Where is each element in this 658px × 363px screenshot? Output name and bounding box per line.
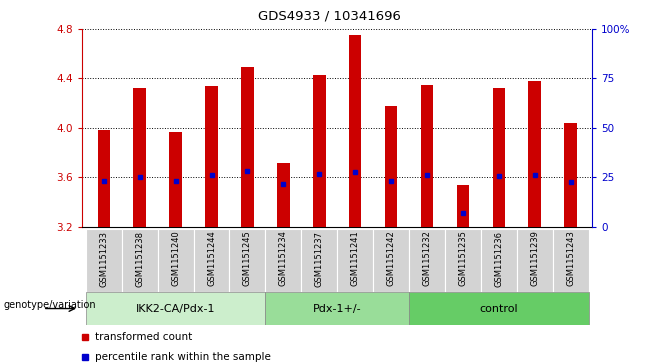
Bar bbox=[420, 85, 433, 227]
Text: GSM1151245: GSM1151245 bbox=[243, 231, 252, 286]
Bar bbox=[122, 229, 158, 292]
Bar bbox=[134, 88, 146, 227]
Text: GSM1151237: GSM1151237 bbox=[315, 231, 324, 287]
Bar bbox=[409, 229, 445, 292]
Text: GSM1151240: GSM1151240 bbox=[171, 231, 180, 286]
Bar bbox=[265, 292, 409, 325]
Bar bbox=[553, 229, 589, 292]
Bar bbox=[338, 229, 373, 292]
Bar bbox=[517, 229, 553, 292]
Text: transformed count: transformed count bbox=[95, 332, 192, 342]
Text: GSM1151238: GSM1151238 bbox=[135, 231, 144, 287]
Bar bbox=[457, 185, 469, 227]
Bar bbox=[445, 229, 481, 292]
Text: genotype/variation: genotype/variation bbox=[3, 300, 96, 310]
Bar bbox=[241, 68, 254, 227]
Text: GSM1151234: GSM1151234 bbox=[279, 231, 288, 286]
Text: percentile rank within the sample: percentile rank within the sample bbox=[95, 352, 271, 362]
Bar bbox=[349, 35, 361, 227]
Bar bbox=[277, 163, 290, 227]
Text: GSM1151244: GSM1151244 bbox=[207, 231, 216, 286]
Bar bbox=[169, 132, 182, 227]
Text: GSM1151242: GSM1151242 bbox=[387, 231, 395, 286]
Text: GSM1151233: GSM1151233 bbox=[99, 231, 109, 287]
Text: GSM1151235: GSM1151235 bbox=[459, 231, 467, 286]
Bar bbox=[493, 88, 505, 227]
Text: IKK2-CA/Pdx-1: IKK2-CA/Pdx-1 bbox=[136, 303, 215, 314]
Text: GDS4933 / 10341696: GDS4933 / 10341696 bbox=[257, 9, 401, 22]
Bar bbox=[528, 81, 541, 227]
Text: GSM1151232: GSM1151232 bbox=[422, 231, 432, 286]
Bar bbox=[265, 229, 301, 292]
Bar bbox=[86, 229, 122, 292]
Bar bbox=[565, 123, 577, 227]
Bar bbox=[158, 229, 193, 292]
Bar bbox=[193, 229, 230, 292]
Bar bbox=[385, 106, 397, 227]
Text: GSM1151239: GSM1151239 bbox=[530, 231, 540, 286]
Bar bbox=[86, 292, 265, 325]
Bar bbox=[205, 86, 218, 227]
Text: GSM1151243: GSM1151243 bbox=[566, 231, 575, 286]
Text: control: control bbox=[480, 303, 518, 314]
Bar bbox=[97, 130, 110, 227]
Bar bbox=[373, 229, 409, 292]
Bar bbox=[301, 229, 338, 292]
Bar bbox=[409, 292, 589, 325]
Text: GSM1151236: GSM1151236 bbox=[494, 231, 503, 287]
Bar bbox=[313, 75, 326, 227]
Bar bbox=[230, 229, 265, 292]
Text: Pdx-1+/-: Pdx-1+/- bbox=[313, 303, 361, 314]
Text: GSM1151241: GSM1151241 bbox=[351, 231, 360, 286]
Bar bbox=[481, 229, 517, 292]
